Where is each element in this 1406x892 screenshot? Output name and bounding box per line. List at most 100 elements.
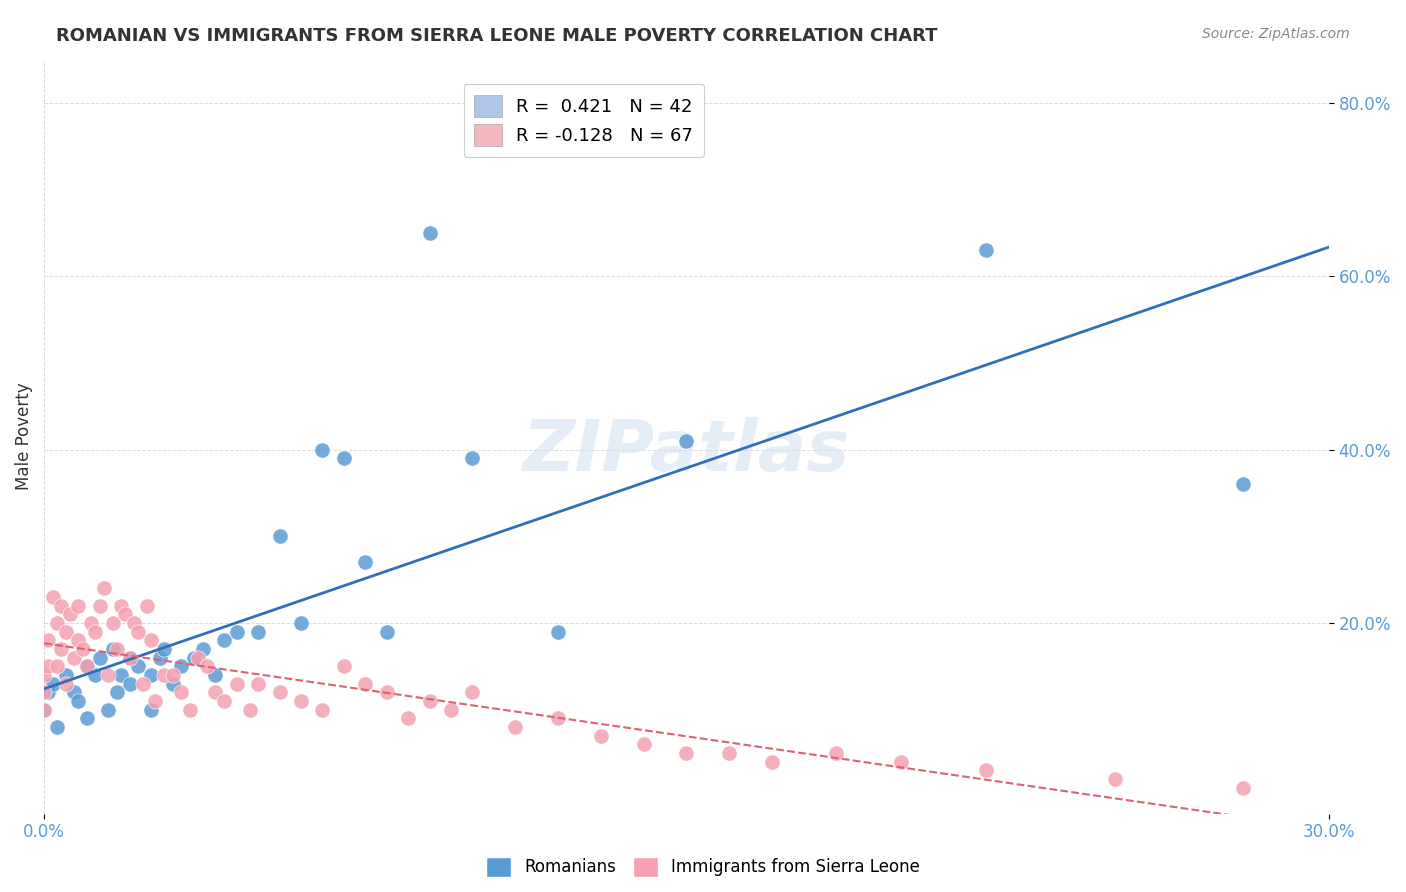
Point (46, 659, 69, 673)
Point (333, 451, 356, 466)
Point (204, 685, 226, 699)
Legend: R =  0.421   N = 42, R = -0.128   N = 67: R = 0.421 N = 42, R = -0.128 N = 67 (464, 84, 704, 157)
Point (32, 685, 55, 699)
Point (162, 676, 184, 690)
Point (1104, 772, 1126, 786)
Point (170, 659, 193, 673)
Point (183, 650, 205, 665)
Point (89, 599, 111, 613)
Point (76, 711, 98, 725)
Point (149, 650, 172, 665)
Point (76, 659, 98, 673)
Point (131, 676, 153, 690)
Point (354, 555, 377, 569)
Point (503, 720, 526, 734)
Point (195, 659, 218, 673)
Point (101, 642, 124, 657)
Point (247, 624, 270, 639)
Point (890, 755, 912, 769)
Point (547, 624, 569, 639)
Point (84, 668, 107, 682)
Point (354, 676, 377, 690)
Point (32, 703, 55, 717)
Point (212, 633, 235, 648)
Point (974, 764, 997, 778)
Point (162, 668, 184, 682)
Point (89, 650, 111, 665)
Point (633, 737, 655, 751)
Point (67, 694, 90, 708)
Point (118, 650, 141, 665)
Point (141, 703, 163, 717)
Point (269, 685, 291, 699)
Point (101, 615, 124, 630)
Point (118, 650, 141, 665)
Point (153, 642, 176, 657)
Point (461, 451, 484, 466)
Point (63, 685, 86, 699)
Point (290, 615, 312, 630)
Point (187, 650, 209, 665)
Point (110, 668, 132, 682)
Point (97, 703, 120, 717)
Point (418, 694, 440, 708)
Point (41, 590, 63, 604)
Point (122, 615, 145, 630)
Point (290, 694, 312, 708)
Point (375, 624, 398, 639)
Point (247, 676, 270, 690)
Point (105, 685, 128, 699)
Point (179, 703, 201, 717)
Point (93, 581, 115, 595)
Point (718, 746, 741, 760)
Point (51, 599, 73, 613)
Point (311, 442, 333, 457)
Point (67, 633, 90, 648)
Point (547, 711, 569, 725)
Point (170, 685, 193, 699)
Point (761, 755, 783, 769)
Point (418, 226, 440, 240)
Point (269, 529, 291, 543)
Text: Source: ZipAtlas.com: Source: ZipAtlas.com (1202, 27, 1350, 41)
Point (225, 676, 247, 690)
Point (239, 703, 262, 717)
Point (32, 703, 55, 717)
Point (145, 694, 167, 708)
Point (440, 703, 463, 717)
Point (72, 642, 94, 657)
Point (84, 624, 107, 639)
Point (51, 642, 73, 657)
Point (67, 599, 90, 613)
Point (1232, 477, 1254, 491)
Point (46, 615, 69, 630)
Point (76, 659, 98, 673)
Point (311, 703, 333, 717)
Point (127, 624, 149, 639)
Point (55, 676, 77, 690)
Point (127, 659, 149, 673)
Point (141, 668, 163, 682)
Point (212, 694, 235, 708)
Point (80, 615, 103, 630)
Point (675, 434, 697, 448)
Point (461, 685, 484, 699)
Point (141, 633, 163, 648)
Point (114, 607, 136, 622)
Y-axis label: Male Poverty: Male Poverty (15, 383, 32, 491)
Point (37, 633, 59, 648)
Point (118, 676, 141, 690)
Point (135, 599, 157, 613)
Point (32, 668, 55, 682)
Point (63, 650, 86, 665)
Point (333, 659, 356, 673)
Point (675, 746, 697, 760)
Point (191, 642, 214, 657)
Point (59, 607, 82, 622)
Point (37, 659, 59, 673)
Point (396, 711, 419, 725)
Point (153, 668, 176, 682)
Point (55, 624, 77, 639)
Point (41, 676, 63, 690)
Point (375, 685, 398, 699)
